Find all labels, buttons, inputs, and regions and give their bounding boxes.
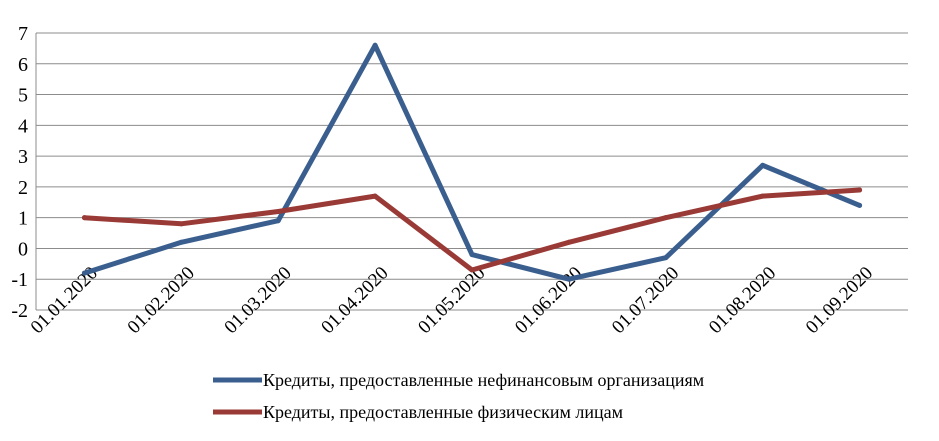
y-tick-label: 1 (18, 208, 28, 230)
x-tick-label: 01.02.2020 (124, 263, 199, 338)
series-line-1 (81, 42, 863, 282)
y-tick-label: 4 (18, 115, 28, 137)
data-point-s2-2 (178, 221, 184, 227)
y-tick-label: -2 (11, 300, 28, 322)
data-point-s2-8 (760, 193, 766, 199)
y-tick-label: 3 (18, 146, 28, 168)
legend-label-2: Кредиты, предоставленные физическим лица… (263, 402, 623, 422)
y-axis-ticks: 7 6 5 4 3 2 1 0 -1 -2 (11, 23, 28, 322)
y-tick-label: 5 (18, 85, 28, 107)
data-point-s1-5 (469, 252, 475, 258)
x-tick-label: 01.08.2020 (705, 263, 780, 338)
data-point-s2-3 (275, 209, 281, 215)
y-tick-label: -1 (11, 269, 28, 291)
data-point-s2-5 (469, 267, 475, 273)
x-tick-label: 01.09.2020 (802, 263, 877, 338)
data-point-s1-3 (275, 218, 281, 224)
x-tick-label: 01.03.2020 (220, 263, 295, 338)
data-point-s1-6 (566, 276, 572, 282)
x-tick-label: 01.04.2020 (317, 263, 392, 338)
x-tick-label: 01.01.2020 (27, 263, 102, 338)
data-point-s2-7 (663, 215, 669, 221)
data-point-s2-1 (81, 215, 87, 221)
grid-lines (35, 32, 908, 311)
data-point-s1-9 (857, 202, 863, 208)
y-tick-label: 2 (18, 177, 28, 199)
x-tick-label: 01.05.2020 (414, 263, 489, 338)
legend-item-1: Кредиты, предоставленные нефинансовым ор… (213, 370, 704, 390)
legend-item-2: Кредиты, предоставленные физическим лица… (213, 402, 623, 422)
series-line-2 (81, 187, 863, 273)
legend: Кредиты, предоставленные нефинансовым ор… (213, 370, 704, 422)
data-point-s2-6 (566, 239, 572, 245)
data-point-s1-2 (178, 239, 184, 245)
data-point-s1-8 (760, 162, 766, 168)
x-tick-label: 01.07.2020 (608, 263, 683, 338)
y-tick-label: 7 (18, 23, 28, 45)
data-point-s1-1 (81, 270, 87, 276)
y-tick-label: 6 (18, 54, 28, 76)
series-lines (81, 42, 863, 282)
legend-label-1: Кредиты, предоставленные нефинансовым ор… (263, 370, 704, 390)
data-point-s1-7 (663, 255, 669, 261)
data-point-s2-4 (372, 193, 378, 199)
data-point-s1-4 (372, 42, 378, 48)
x-axis-ticks: 01.01.2020 01.02.2020 01.03.2020 01.04.2020… (27, 263, 877, 338)
data-point-s2-9 (857, 187, 863, 193)
y-tick-label: 0 (18, 238, 28, 260)
